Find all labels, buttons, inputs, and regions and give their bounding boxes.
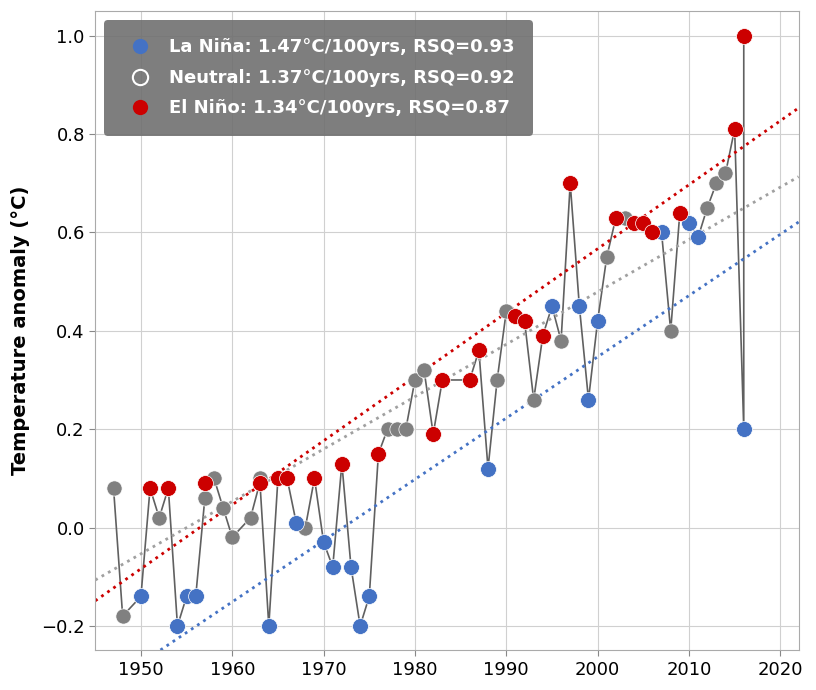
Point <box>353 620 366 631</box>
Point <box>472 345 486 356</box>
Point <box>564 178 577 189</box>
Point <box>601 251 614 262</box>
Point <box>272 473 285 484</box>
Point <box>135 591 148 602</box>
Point <box>518 315 531 326</box>
Point <box>710 178 723 189</box>
Point <box>682 217 695 228</box>
Point <box>490 375 503 386</box>
Point <box>107 482 120 493</box>
Point <box>326 562 339 573</box>
Point <box>536 331 549 342</box>
Point <box>162 482 175 493</box>
Point <box>335 458 348 469</box>
Point <box>646 227 659 238</box>
Point <box>673 207 686 218</box>
Point <box>244 512 257 523</box>
Point <box>299 522 312 533</box>
Point <box>308 473 321 484</box>
Point <box>363 591 376 602</box>
Point <box>198 477 211 489</box>
Point <box>226 532 239 543</box>
Point <box>409 375 422 386</box>
Point <box>399 424 412 435</box>
Point <box>153 512 166 523</box>
Point <box>390 424 403 435</box>
Point <box>427 428 440 440</box>
Point <box>719 168 732 179</box>
Point <box>418 364 431 375</box>
Point <box>701 202 714 213</box>
Point <box>308 473 321 484</box>
Point <box>317 537 330 548</box>
Point <box>573 301 586 312</box>
Point <box>253 477 266 489</box>
Point <box>509 310 522 322</box>
Point <box>290 517 303 528</box>
Point <box>463 375 477 386</box>
Point <box>116 611 129 622</box>
Point <box>281 473 294 484</box>
Point <box>180 591 193 602</box>
Point <box>737 30 750 41</box>
Point <box>481 463 494 474</box>
Point <box>527 394 540 405</box>
Point <box>545 301 558 312</box>
Point <box>692 232 705 243</box>
Y-axis label: Temperature anomaly (°C): Temperature anomaly (°C) <box>11 186 30 475</box>
Point <box>499 306 512 317</box>
Point <box>162 482 175 493</box>
Legend: La Niña: 1.47°C/100yrs, RSQ=0.93, Neutral: 1.37°C/100yrs, RSQ=0.92, El Niño: 1.3: La Niña: 1.47°C/100yrs, RSQ=0.93, Neutra… <box>104 20 533 135</box>
Point <box>555 335 568 346</box>
Point <box>610 212 623 223</box>
Point <box>381 424 394 435</box>
Point <box>737 424 750 435</box>
Point <box>655 227 668 238</box>
Point <box>619 212 632 223</box>
Point <box>144 482 157 493</box>
Point <box>582 394 595 405</box>
Point <box>198 493 211 504</box>
Point <box>171 620 184 631</box>
Point <box>728 124 741 135</box>
Point <box>591 315 604 326</box>
Point <box>664 325 677 336</box>
Point <box>216 502 229 513</box>
Point <box>253 473 266 484</box>
Point <box>207 473 220 484</box>
Point <box>436 375 449 386</box>
Point <box>372 448 385 460</box>
Point <box>189 591 202 602</box>
Point <box>262 620 275 631</box>
Point <box>636 217 650 228</box>
Point <box>344 562 357 573</box>
Point <box>628 217 641 228</box>
